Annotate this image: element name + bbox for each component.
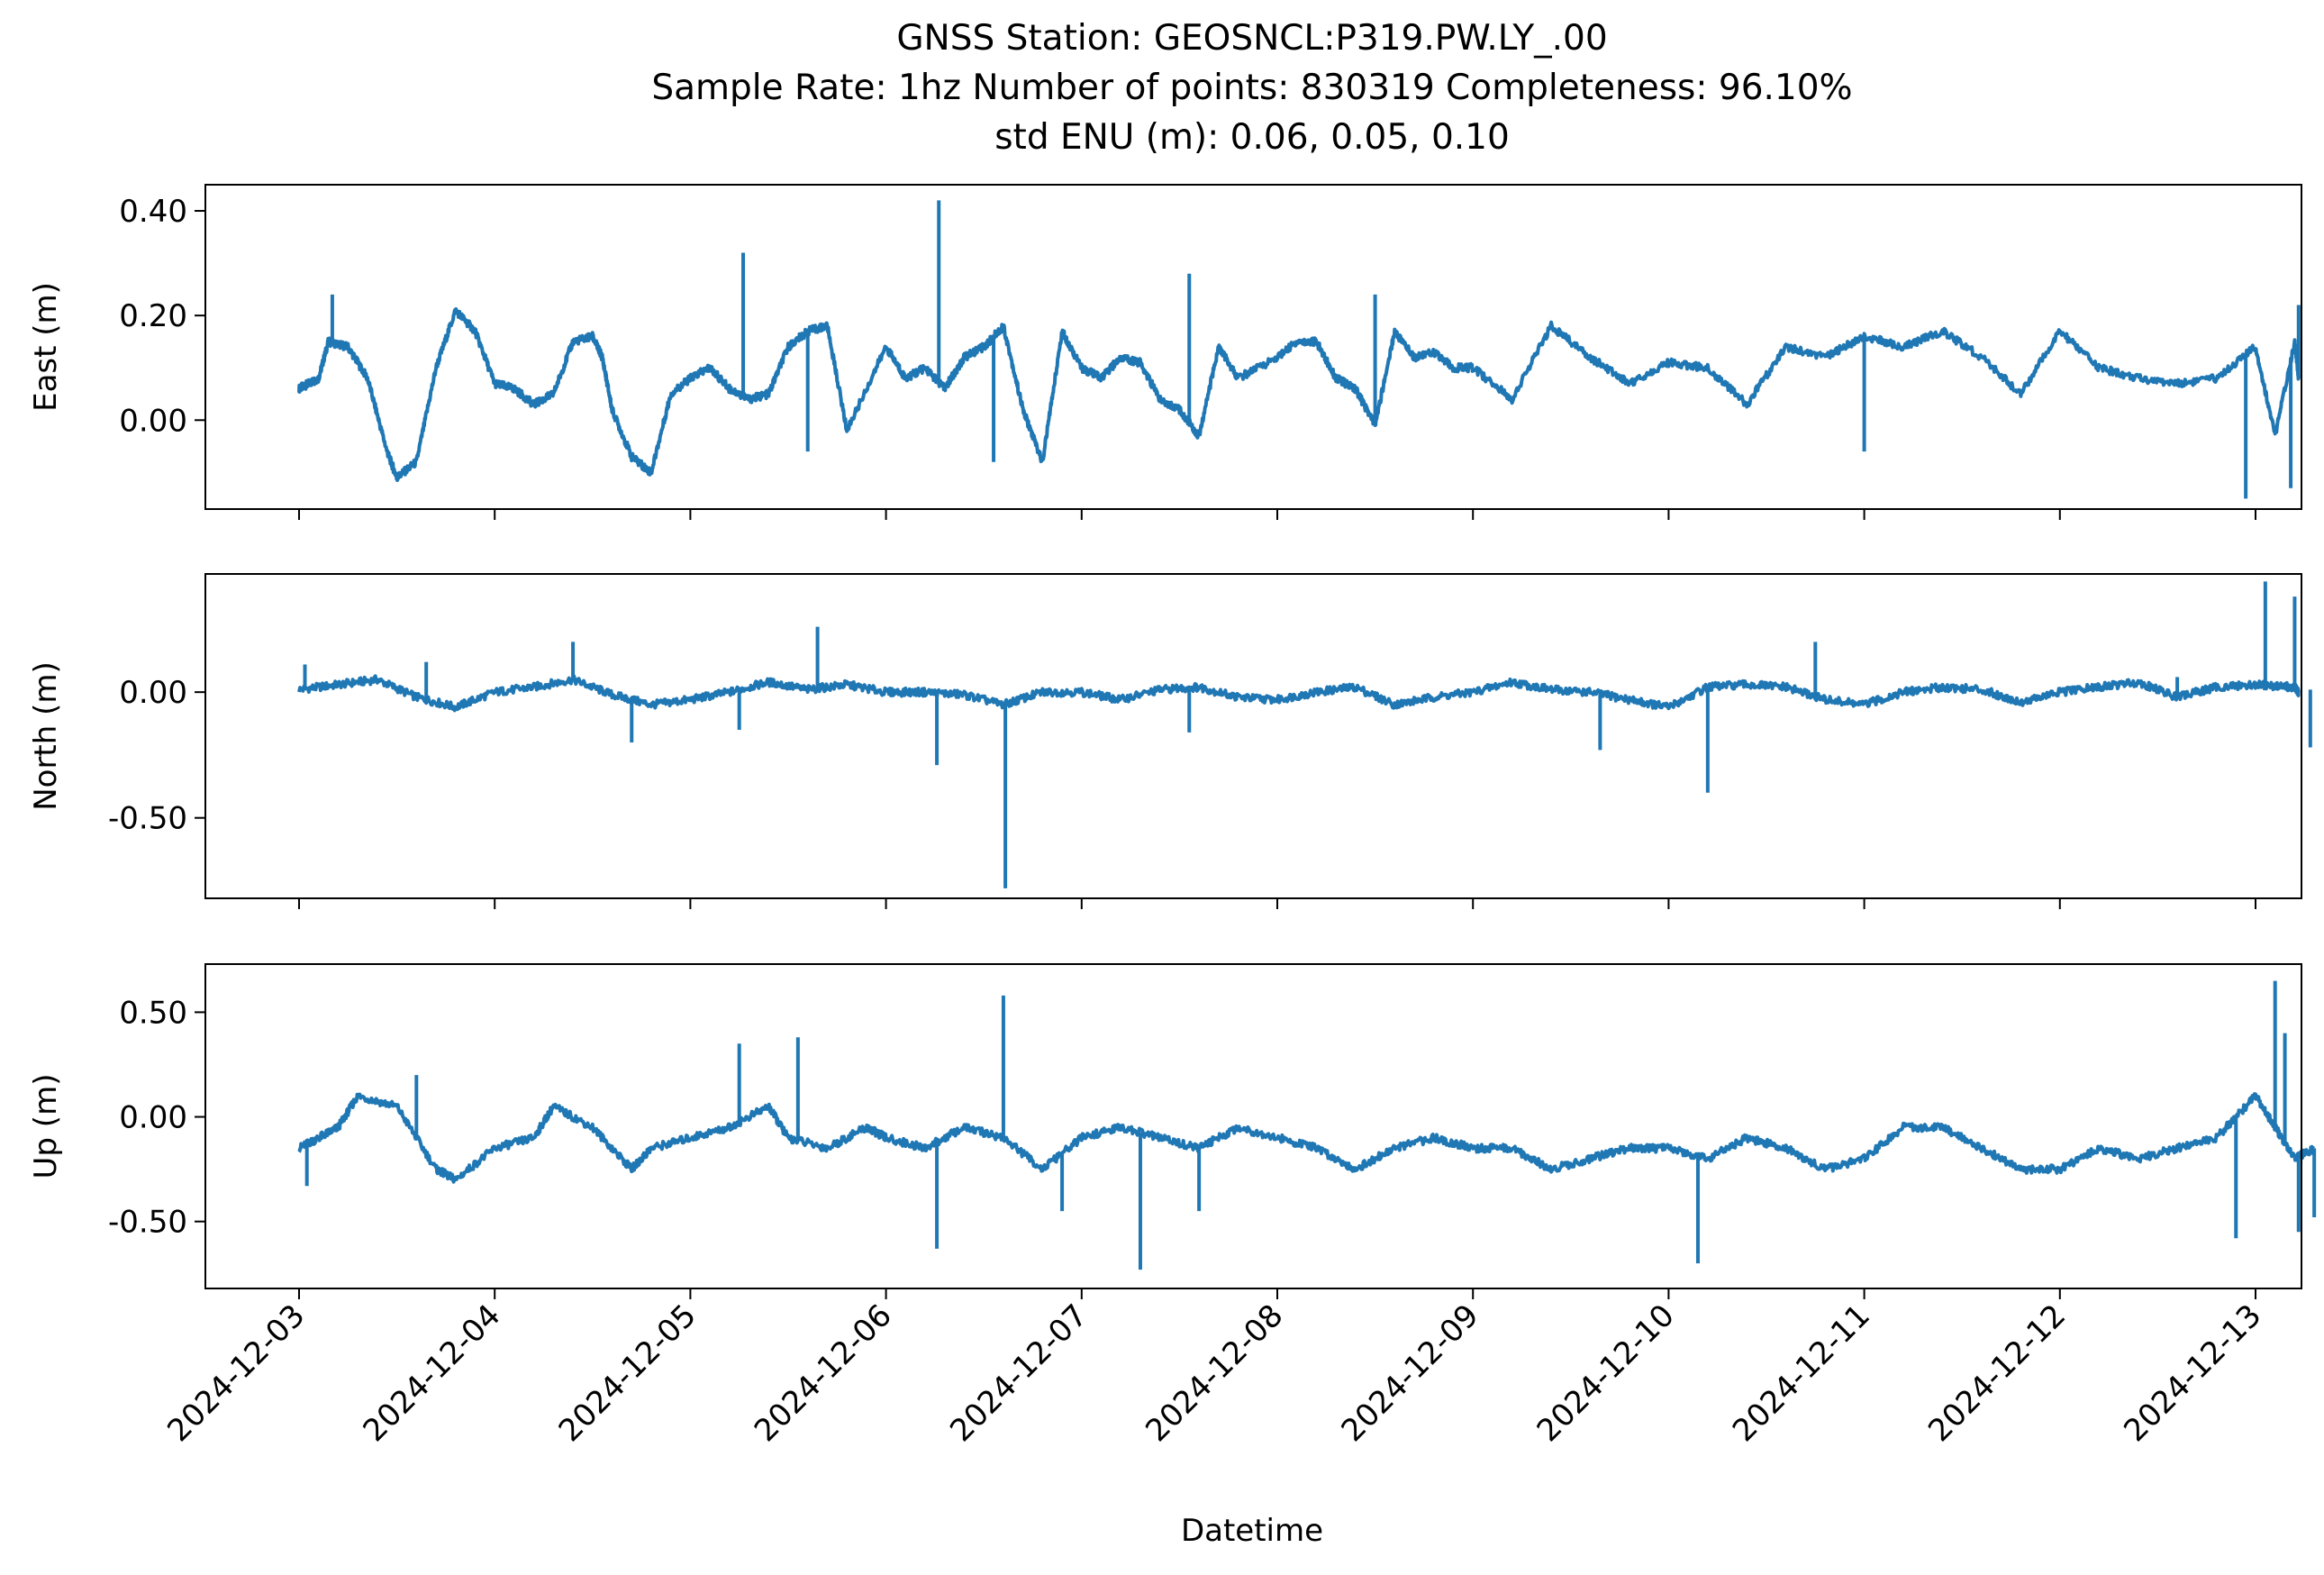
x-axis-label: Datetime <box>1181 1513 1323 1549</box>
x-tick-label: 2024-12-10 <box>1530 1297 1682 1449</box>
axes-frame-2 <box>204 573 2302 899</box>
y-tick-label: 0.00 <box>119 403 187 439</box>
y-tick-label: 0.50 <box>119 995 187 1031</box>
axes-frame-1 <box>204 184 2302 510</box>
y-axis-label: North (m) <box>28 661 64 811</box>
series-line-2 <box>297 674 2301 713</box>
x-tick-label: 2024-12-06 <box>748 1297 899 1449</box>
subplot-2: -0.50 0.00 North (m) <box>28 573 2312 909</box>
x-axis-tick-labels: 2024-12-03 2024-12-04 2024-12-05 2024-12-06… <box>160 1297 2268 1449</box>
x-tick-label: 2024-12-05 <box>552 1297 704 1449</box>
y-tick-label: -0.50 <box>108 1205 187 1241</box>
x-tick-label: 2024-12-04 <box>357 1297 508 1449</box>
series-line-3 <box>297 1092 2316 1184</box>
y-axis-label: Up (m) <box>28 1074 64 1179</box>
title-line-1: GNSS Station: GEOSNCL:P319.PW.LY_.00 <box>896 18 1607 59</box>
y-axis-label: East (m) <box>28 282 64 412</box>
series-line-1 <box>297 307 2301 482</box>
figure-title: GNSS Station: GEOSNCL:P319.PW.LY_.00 Sam… <box>651 18 1852 158</box>
title-line-2: Sample Rate: 1hz Number of points: 83031… <box>651 68 1852 108</box>
x-tick-label: 2024-12-11 <box>1726 1297 1877 1449</box>
title-line-3: std ENU (m): 0.06, 0.05, 0.10 <box>994 117 1510 158</box>
x-tick-label: 2024-12-08 <box>1139 1297 1290 1449</box>
y-tick-label: 0.20 <box>119 298 187 334</box>
axes-frame-3 <box>204 963 2302 1289</box>
subplot-3: -0.50 0.00 0.50 Up (m) <box>28 963 2317 1299</box>
y-tick-label: 0.00 <box>119 1100 187 1136</box>
x-tick-label: 2024-12-07 <box>943 1297 1094 1449</box>
x-tick-label: 2024-12-03 <box>160 1297 312 1449</box>
y-tick-label: 0.40 <box>119 194 187 230</box>
y-tick-label: -0.50 <box>108 801 187 837</box>
x-tick-label: 2024-12-12 <box>1921 1297 2073 1449</box>
x-tick-label: 2024-12-13 <box>2117 1297 2268 1449</box>
subplot-1: 0.00 0.20 0.40 East (m) <box>28 184 2302 520</box>
x-tick-label: 2024-12-09 <box>1335 1297 1486 1449</box>
y-tick-label: 0.00 <box>119 675 187 711</box>
